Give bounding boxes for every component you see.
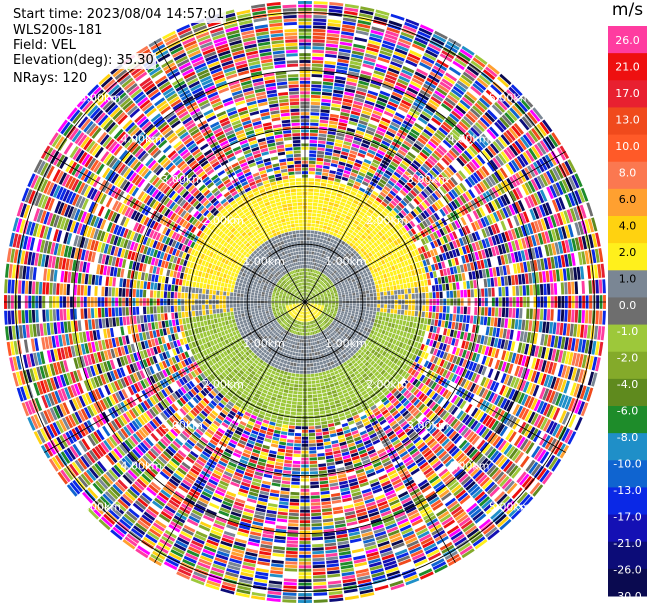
radial-line	[304, 301, 566, 453]
colorbar-bin	[608, 514, 647, 543]
colorbar-bin	[608, 324, 647, 353]
colorbar-bin	[608, 351, 647, 380]
range-ring-label: 1.00km	[243, 337, 285, 350]
colorbar-bin	[608, 378, 647, 407]
range-ring-label: 5.00km	[80, 91, 122, 104]
radial-line	[304, 301, 456, 563]
colorbar-bin	[608, 541, 647, 570]
colorbar-tick-label: 0.0	[619, 299, 637, 312]
colorbar-tick-label: -2.0	[617, 352, 638, 365]
colorbar-tick-label: -13.0	[613, 484, 641, 497]
range-ring-label: 4.00km	[448, 460, 490, 473]
colorbar-tick-label: -17.0	[613, 511, 641, 524]
radial-line	[154, 301, 306, 563]
range-rings	[15, 12, 595, 592]
colorbar-bin	[608, 270, 647, 298]
range-ring-label: 3.00km	[161, 173, 203, 186]
range-ring	[246, 243, 364, 361]
colorbar-tick-label: 10.0	[615, 140, 640, 153]
colorbar-tick-label: 26.0	[615, 34, 640, 47]
colorbar-bin	[608, 433, 647, 461]
colorbar-tick-label: -6.0	[617, 405, 638, 418]
colorbar-tick-label: -10.0	[613, 458, 641, 471]
radial-line	[44, 151, 306, 303]
radial-line	[304, 151, 566, 303]
colorbar-bin	[608, 568, 647, 597]
range-ring-label: 2.00km	[366, 214, 408, 227]
elevation-label: Elevation(deg): 35.30	[11, 53, 156, 69]
radial-line	[304, 41, 456, 303]
radial-lines	[4, 1, 606, 603]
range-ring	[73, 70, 537, 534]
colorbar-bin	[608, 80, 647, 108]
range-ring-label: 3.00km	[161, 419, 203, 432]
colorbar-tick-label: -30.0	[613, 590, 641, 603]
colorbar-tick-label: 2.0	[619, 246, 637, 259]
colorbar-unit-label: m/s	[608, 0, 647, 20]
colorbar-bin	[608, 216, 647, 244]
colorbar-tick-label: -26.0	[613, 564, 641, 577]
range-ring-label: 1.00km	[243, 255, 285, 268]
colorbar-bin	[608, 460, 647, 488]
colorbar-bin	[608, 406, 647, 434]
range-ring-label: 3.00km	[407, 173, 449, 186]
range-ring-label: 1.00km	[325, 255, 367, 268]
range-ring-label: 2.00km	[366, 378, 408, 391]
range-ring-label: 5.00km	[489, 91, 531, 104]
colorbar-bin	[608, 26, 647, 54]
range-ring-label: 4.00km	[448, 132, 490, 145]
colorbar-tick-label: -4.0	[617, 378, 638, 391]
colorbar-tick-label: -21.0	[613, 537, 641, 550]
range-ring-labels: 1.00km 1.00km 1.00km 1.00km 2.00km 2.00km 2.00…	[80, 91, 531, 513]
range-ring-label: 3.00km	[407, 419, 449, 432]
start-time-label: Start time: 2023/08/04 14:57:01	[11, 7, 227, 23]
range-ring-label: 4.00km	[120, 132, 162, 145]
range-ring-label: 2.00km	[202, 214, 244, 227]
colorbar-tick-label: 1.0	[619, 272, 637, 285]
colorbar-bin	[608, 487, 647, 516]
radial-line	[154, 41, 306, 303]
colorbar-bin	[608, 188, 647, 217]
colorbar-tick-label: -8.0	[617, 431, 638, 444]
colorbar-bin	[608, 297, 647, 326]
colorbar-tick-label: 8.0	[619, 166, 637, 179]
colorbar-bin	[608, 107, 647, 136]
colorbar-tick-label: 17.0	[615, 87, 640, 100]
colorbar-tick-label: 13.0	[615, 113, 640, 126]
range-ring	[15, 12, 595, 592]
colorbar-tick-label: -1.0	[617, 325, 638, 338]
field-label: Field: VEL	[11, 38, 78, 54]
colorbar-bin	[608, 161, 647, 190]
range-ring-label: 1.00km	[325, 337, 367, 350]
range-ring-label: 4.00km	[120, 460, 162, 473]
colorbar-tick-label: 6.0	[619, 193, 637, 206]
range-ring	[188, 185, 422, 419]
radial-line	[44, 301, 306, 453]
nrays-label: NRays: 120	[11, 71, 90, 87]
range-ring-label: 2.00km	[202, 378, 244, 391]
colorbar-bin	[608, 243, 647, 271]
colorbar-tick-label: 21.0	[615, 60, 640, 73]
colorbar-tick-label: 4.0	[619, 219, 637, 232]
range-ring	[130, 127, 480, 477]
colorbar-bin	[608, 53, 647, 81]
colorbar-bin	[608, 134, 647, 163]
range-ring-label: 5.00km	[489, 501, 531, 514]
range-ring-label: 5.00km	[80, 501, 122, 514]
instrument-label: WLS200s-181	[11, 23, 105, 39]
